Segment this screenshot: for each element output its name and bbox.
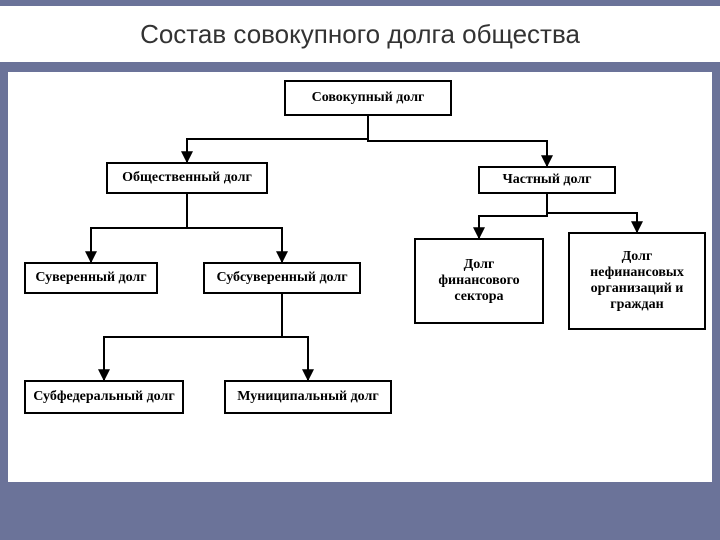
node-subsov: Субсуверенный долг xyxy=(203,262,361,294)
node-nonfin: Долгнефинансовыхорганизаций играждан xyxy=(568,232,706,330)
diagram-area: Совокупный долг Общественный долг Частный … xyxy=(8,72,712,482)
edge-public-subsov xyxy=(187,194,282,262)
edge-root-public xyxy=(187,116,368,162)
node-subfederal: Субфедеральный долг xyxy=(24,380,184,414)
slide-title: Состав совокупного долга общества xyxy=(0,6,720,62)
node-private: Частный долг xyxy=(478,166,616,194)
edge-private-finsector xyxy=(479,194,547,238)
node-municipal: Муниципальный долг xyxy=(224,380,392,414)
edge-private-nonfin xyxy=(547,194,637,232)
node-finsector: Долгфинансовогосектора xyxy=(414,238,544,324)
edge-subsov-municipal xyxy=(282,294,308,380)
node-public: Общественный долг xyxy=(106,162,268,194)
edge-public-sovereign xyxy=(91,194,187,262)
node-root: Совокупный долг xyxy=(284,80,452,116)
node-sovereign: Суверенный долг xyxy=(24,262,158,294)
edge-subsov-subfederal xyxy=(104,294,282,380)
slide: Состав совокупного долга общества Совоку… xyxy=(0,0,720,540)
edge-root-private xyxy=(368,116,547,166)
slide-title-text: Состав совокупного долга общества xyxy=(140,19,580,49)
